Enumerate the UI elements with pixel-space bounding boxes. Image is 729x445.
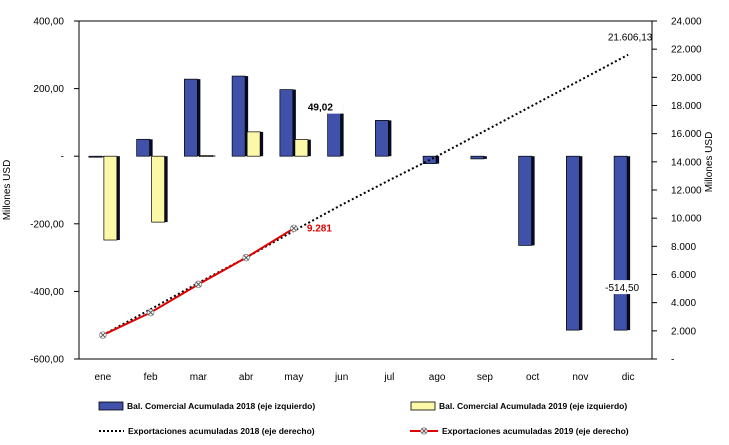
marker-exports-2019 (242, 253, 250, 262)
left-tick-label: -200,00 (30, 219, 64, 230)
bar-2019 (199, 155, 213, 157)
bar-2019 (151, 155, 165, 223)
bar-2018 (88, 155, 103, 158)
marker-cross (100, 332, 106, 338)
category-label: jun (334, 372, 348, 383)
right-tick-label: 4.000 (671, 298, 696, 309)
category-label: ene (95, 372, 112, 383)
right-tick-label: 8.000 (671, 242, 696, 253)
bar-2018 (518, 155, 532, 246)
right-axis-title: Millones USD (704, 132, 715, 193)
category-label: oct (526, 372, 540, 383)
annotation-exports-2018-total: 21.606,13 (608, 33, 653, 44)
category-label: nov (572, 372, 588, 383)
right-tick-label: - (671, 355, 674, 366)
left-axis-title: Millones USD (2, 160, 13, 221)
right-tick-label: 14.000 (671, 157, 702, 168)
legend-swatch-bal-2019 (410, 401, 436, 411)
marker-exports-2019 (290, 224, 298, 232)
legend-label-bal-2018: Bal. Comercial Acumulada 2018 (eje izqui… (127, 401, 315, 411)
annotation-box-bal-2019 (305, 99, 344, 114)
line-exports-2018 (102, 53, 629, 336)
marker-cross (147, 309, 154, 316)
right-tick-label: 6.000 (671, 270, 696, 281)
bar-2018 (613, 155, 628, 331)
bar-2018 (136, 138, 150, 157)
category-label: abr (239, 372, 254, 383)
category-label: sep (477, 372, 494, 383)
legend-swatch-bal-2018 (98, 401, 124, 411)
annotation-box-bal-2018-dec (598, 280, 647, 295)
marker-cross (243, 254, 249, 261)
legend-item-exp-2018: Exportaciones acumuladas 2018 (eje derec… (99, 426, 315, 436)
legend-label-exp-2018: Exportaciones acumuladas 2018 (eje derec… (128, 426, 315, 436)
category-label: mar (190, 372, 208, 383)
left-tick-label: 400,00 (33, 17, 64, 28)
left-tick-label: -400,00 (30, 287, 64, 298)
category-label: may (284, 372, 303, 383)
bar-2018 (375, 120, 389, 157)
right-tick-label: 20.000 (671, 73, 702, 84)
marker-cross (291, 225, 297, 232)
bar-2018 (231, 75, 246, 157)
legend-item-bal-2018: Bal. Comercial Acumulada 2018 (eje izqui… (98, 401, 315, 411)
legend-marker-exp-2019 (420, 427, 428, 435)
marker-exports-2019 (146, 308, 155, 317)
legend: Bal. Comercial Acumulada 2018 (eje izqui… (98, 401, 629, 436)
bar-2019 (246, 131, 261, 157)
right-tick-label: 24.000 (671, 17, 702, 28)
bar-2018 (184, 78, 198, 157)
category-label: jul (383, 372, 394, 383)
annotation-bal-2019-may: 49,02 (308, 103, 333, 114)
bar-2019 (103, 155, 118, 241)
legend-label-exp-2019: Exportaciones acumuladas 2019 (eje derec… (442, 426, 629, 436)
left-tick-label: 200,00 (33, 84, 64, 95)
legend-item-exp-2019: Exportaciones acumuladas 2019 (eje derec… (410, 426, 629, 436)
category-label: feb (144, 372, 158, 383)
bar-2018 (566, 155, 580, 331)
bar-2018 (470, 155, 485, 160)
right-tick-label: 2.000 (671, 326, 696, 337)
left-tick-label: -600,00 (30, 355, 64, 366)
category-label: ago (429, 372, 446, 383)
right-tick-label: 22.000 (671, 45, 702, 56)
plot-area: 400,00 200,00 - -200,00 -400,00 -600,00 24.000… (30, 17, 702, 384)
right-tick-label: 12.000 (671, 186, 702, 197)
annotation-exports-2019-may: 9.281 (307, 223, 332, 234)
marker-cross (195, 281, 202, 288)
right-tick-label: 10.000 (671, 214, 702, 225)
annotation-bal-2018-dec: -514,50 (605, 283, 639, 294)
left-tick-label: - (61, 152, 64, 163)
bar-2019 (294, 139, 309, 157)
right-tick-label: 18.000 (671, 101, 702, 112)
bar-2018 (279, 89, 294, 157)
right-tick-label: 16.000 (671, 129, 702, 140)
marker-exports-2019 (194, 280, 203, 289)
legend-label-bal-2019: Bal. Comercial Acumulada 2019 (eje izqui… (439, 401, 627, 411)
marker-exports-2019 (99, 331, 107, 339)
legend-item-bal-2019: Bal. Comercial Acumulada 2019 (eje izqui… (410, 401, 627, 411)
category-label: dic (622, 372, 635, 383)
